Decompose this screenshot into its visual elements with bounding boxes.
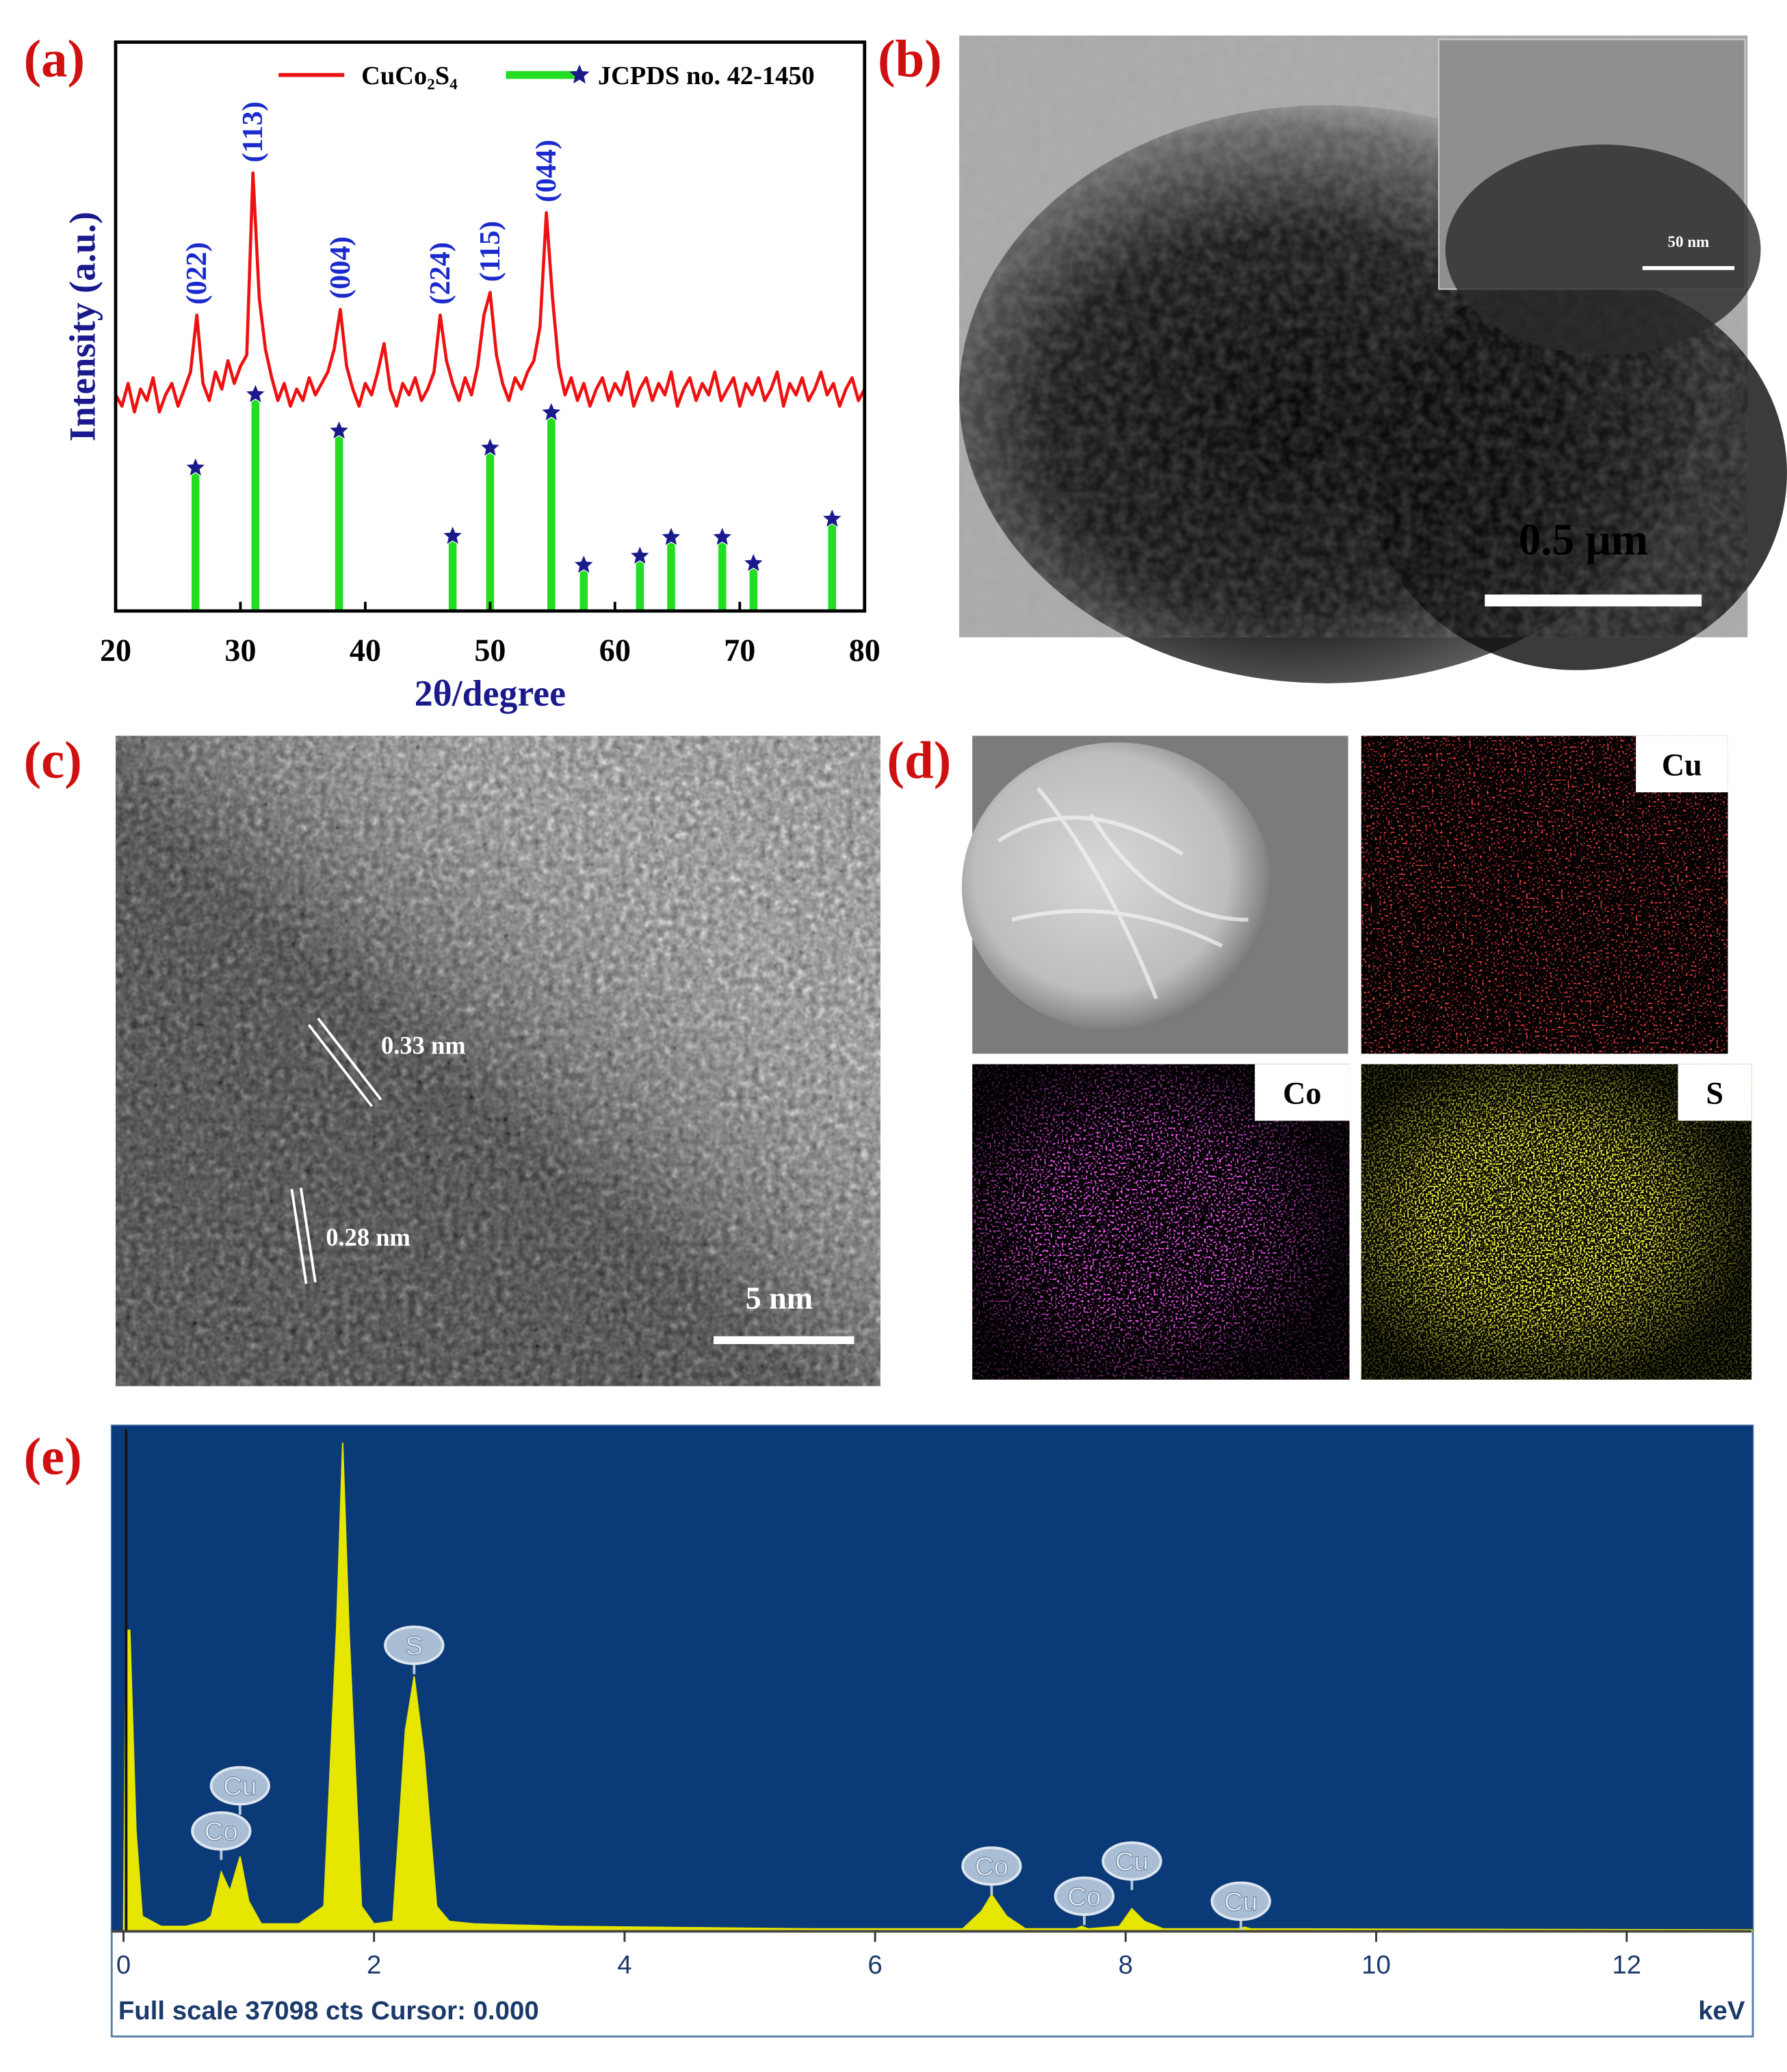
peak-label: (115)	[474, 221, 506, 282]
panel-label: (e)	[24, 1428, 82, 1486]
co-map	[972, 1064, 1350, 1380]
element-label: Co	[975, 1852, 1008, 1881]
element-bubble	[961, 1846, 1022, 1886]
axis-unit: keV	[1698, 1996, 1745, 2025]
peak-label: (022)	[181, 242, 213, 305]
legend-star	[569, 64, 590, 84]
legend-label: JCPDS no. 42-1450	[598, 62, 815, 90]
x-tick-label: 60	[599, 633, 631, 668]
element-bubble	[209, 1766, 270, 1806]
element-label: Cu	[1115, 1847, 1149, 1876]
reference-star	[479, 436, 501, 458]
element-label: S	[406, 1631, 423, 1661]
fringe-label: 0.28 nm	[326, 1223, 410, 1251]
element-label: Co	[205, 1817, 238, 1846]
reference-star	[821, 507, 844, 529]
reference-stick	[718, 540, 727, 612]
xrd-chart: 20 30 40 50 60 70 80 2θ/degree Intensity (a.u.) (…	[62, 40, 881, 713]
panel-label: (a)	[24, 30, 86, 88]
hrtem-image	[116, 735, 881, 1387]
eds-chart: 0 2 4 6 8 10 12 keV Full scale 37098 cts Cursor:…	[110, 1424, 1754, 2038]
x-tick-label: 50	[474, 633, 506, 668]
reference-star	[328, 419, 350, 441]
legend-label: CuCo₂S₄	[361, 62, 458, 90]
element-label: Cu	[223, 1772, 257, 1801]
xrd-line	[114, 171, 866, 414]
reference-stick	[448, 538, 457, 612]
sem-image	[961, 735, 1348, 1054]
reference-stick	[667, 540, 675, 612]
reference-stick	[486, 450, 495, 612]
x-tick-label: 40	[350, 633, 381, 668]
x-tick-label: 20	[100, 633, 131, 668]
map-label: Cu	[1662, 747, 1702, 782]
reference-stick	[251, 397, 260, 612]
plot-background	[112, 1425, 1753, 1932]
x-tick-label: 6	[868, 1950, 882, 1980]
peak-label: (004)	[324, 237, 356, 300]
x-tick-label: 10	[1361, 1950, 1391, 1980]
footer: Full scale 37098 cts Cursor: 0.000	[118, 1996, 539, 2025]
legend-swatch	[506, 70, 579, 79]
spectrum-area	[122, 1442, 1753, 1932]
reference-star	[629, 545, 651, 566]
reference-star	[711, 525, 733, 547]
scale-bar-label: 0.5 μm	[1519, 516, 1648, 565]
reference-star	[742, 551, 765, 573]
s-map	[1361, 1064, 1752, 1380]
x-axis-label: 2θ/degree	[415, 672, 566, 713]
peak-label: (224)	[424, 242, 456, 305]
element-bubble	[191, 1811, 252, 1851]
x-tick-label: 0	[116, 1950, 131, 1980]
x-tick-label: 2	[367, 1950, 381, 1980]
panel-label: (c)	[24, 731, 82, 789]
fringe-label: 0.33 nm	[381, 1031, 466, 1059]
reference-stick	[749, 566, 758, 612]
element-label: Co	[1067, 1882, 1101, 1911]
scale-bar-label: 5 nm	[746, 1281, 813, 1315]
reference-stick	[192, 470, 200, 612]
reference-stick	[636, 558, 644, 612]
peak-label: (113)	[237, 101, 269, 162]
x-tick-label: 12	[1612, 1950, 1641, 1980]
x-tick-label: 70	[724, 633, 755, 668]
reference-stick	[335, 433, 343, 612]
x-tick-label: 8	[1119, 1950, 1133, 1980]
x-tick-label: 4	[617, 1950, 631, 1980]
element-bubble	[1101, 1841, 1162, 1881]
map-label: S	[1706, 1075, 1724, 1110]
y-axis-label: Intensity (a.u.)	[62, 211, 103, 441]
reference-star	[184, 456, 207, 477]
x-tick-label: 80	[849, 633, 881, 668]
reference-star	[573, 553, 595, 575]
tem-image	[959, 35, 1787, 683]
reference-stick	[579, 567, 588, 612]
reference-star	[660, 525, 683, 547]
reference-star	[441, 524, 464, 546]
map-label: Co	[1283, 1075, 1321, 1110]
element-bubble	[384, 1625, 445, 1666]
element-bubble	[1054, 1876, 1115, 1916]
element-bubble	[1210, 1881, 1271, 1922]
x-tick-label: 30	[224, 633, 256, 668]
reference-stick	[828, 521, 837, 612]
reference-star	[244, 382, 267, 404]
reference-star	[540, 401, 562, 422]
peak-label: (044)	[530, 140, 562, 202]
reference-stick	[547, 415, 556, 612]
cu-map	[1361, 735, 1728, 1054]
element-label: Cu	[1224, 1887, 1257, 1917]
panel-label: (d)	[887, 731, 951, 789]
panel-label: (b)	[878, 30, 942, 88]
scale-bar-label: 50 nm	[1668, 233, 1710, 250]
